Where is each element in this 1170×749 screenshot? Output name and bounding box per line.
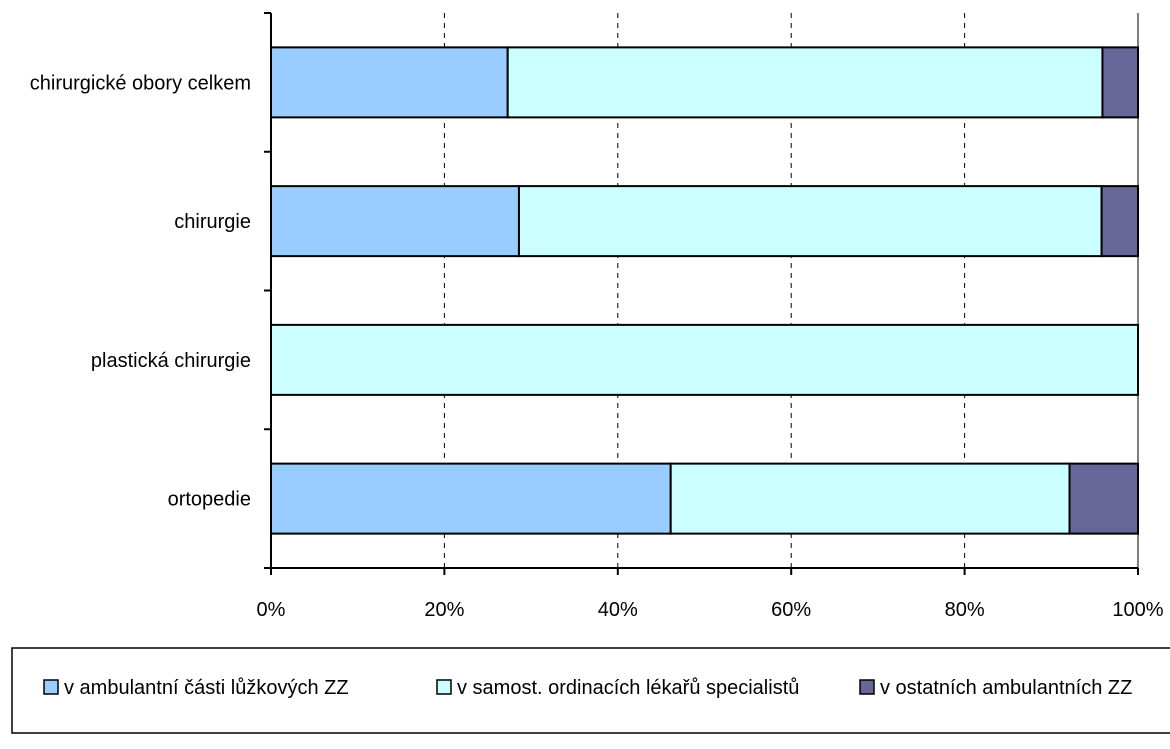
category-label: chirurgické obory celkem: [30, 72, 251, 94]
bar-segment: [669, 462, 1071, 535]
bar-segment: [1100, 185, 1140, 258]
x-tick-labels: 0% 20% 40% 60% 80% 100%: [257, 599, 1164, 621]
legend-swatch: [859, 679, 875, 695]
x-tick-label: 40%: [598, 599, 638, 621]
category-label: chirurgie: [174, 211, 251, 233]
bar-segment: [506, 46, 1104, 119]
legend-swatch: [436, 679, 452, 695]
category-labels: chirurgické obory celkem chirurgie plastic…: [30, 72, 251, 510]
x-tick-label: 100%: [1112, 599, 1163, 621]
category-label: plastická chirurgie: [91, 350, 251, 372]
bar-segment: [270, 323, 1139, 396]
legend-label: v ostatních ambulantních ZZ: [880, 677, 1132, 699]
bar-segment: [270, 185, 520, 258]
bar-segment: [1068, 462, 1139, 535]
category-label: ortopedie: [168, 489, 251, 511]
bars: [270, 46, 1140, 535]
legend-box: [11, 647, 1170, 734]
bar-segment: [517, 185, 1103, 258]
legend-label: v samost. ordinacích lékařů specialistů: [457, 677, 799, 699]
bar-segment: [270, 462, 672, 535]
legend-swatch: [43, 679, 59, 695]
x-tick-label: 0%: [257, 599, 286, 621]
legend: v ambulantní části lůžkových ZZ v samost.…: [11, 647, 1170, 734]
bar-segment: [1101, 46, 1140, 119]
x-tick-label: 20%: [424, 599, 464, 621]
axes: [264, 12, 1139, 575]
legend-label: v ambulantní části lůžkových ZZ: [64, 677, 349, 699]
bar-segment: [270, 46, 509, 119]
x-tick-label: 80%: [945, 599, 985, 621]
x-tick-label: 60%: [771, 599, 811, 621]
